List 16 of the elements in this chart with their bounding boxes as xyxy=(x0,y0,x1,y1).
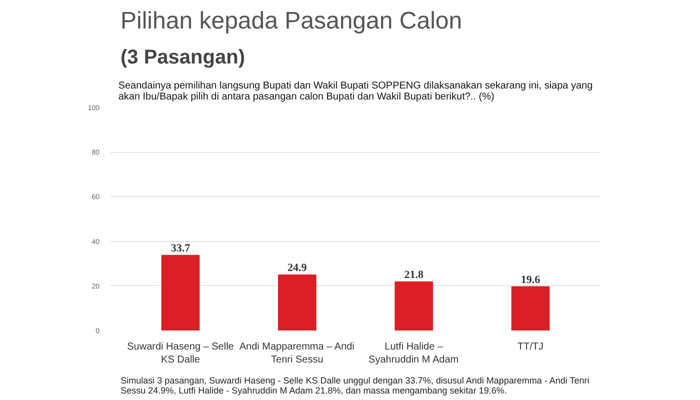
data-label: 33.7 xyxy=(170,242,191,254)
chart-subtitle: (3 Pasangan) xyxy=(120,46,245,68)
data-label: 19.6 xyxy=(520,274,541,286)
x-tick-label: Suwardi Haseng – Selle KS Dalle xyxy=(127,342,234,366)
text: Simulasi 3 pasangan, Suwardi Haseng - Selle KS Dalle unggul dengan 33.7%, disusul Andi Mapparemma - Andi Tenri Sessu 24.9%, Lutfi Halide - Syahruddin M Adam 21.8%, dan massa mengambang sekitar 19.6%. xyxy=(120,376,590,396)
x-tick-label: Andi Mapparemma – Andi Tenri Sessu xyxy=(239,342,354,366)
bar xyxy=(394,281,433,330)
x-tick-label: Lutfi Halide – Syahruddin M Adam xyxy=(368,342,459,366)
bar xyxy=(511,286,550,330)
x-tick-label: TT/TJ xyxy=(517,342,544,352)
bar xyxy=(278,274,316,330)
chart-title: Pilihan kepada Pasangan Calon xyxy=(120,8,462,34)
data-label: 21.8 xyxy=(404,268,424,281)
y-axis-title: Seandainya pemilihan langsung Bupati dan Wakil Bupati SOPPENG dilaksanakan sekarang ini, siapa yang akan Ibu/Bapak pilih di antara pasangan calon Bupati dan Wakil Bupati berikut?.. (%) xyxy=(118,80,593,102)
data-label: 24.9 xyxy=(288,262,308,274)
bar xyxy=(161,254,200,330)
